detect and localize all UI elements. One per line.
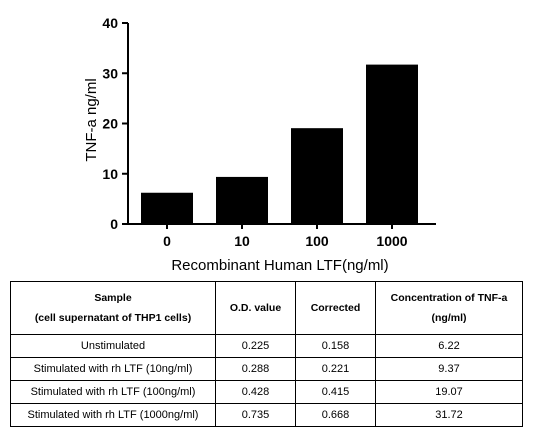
x-tick-label: 100 xyxy=(305,233,329,249)
x-tick-group: 0 10 100 1000 xyxy=(163,224,408,249)
cell-od: 0.288 xyxy=(215,357,296,381)
table-row: Unstimulated 0.225 0.158 6.22 xyxy=(10,334,523,358)
bar-100 xyxy=(291,128,343,224)
header-conc-line1: Concentration of TNF-a xyxy=(390,292,508,304)
cell-sample: Unstimulated xyxy=(10,334,216,358)
header-sample-line1: Sample xyxy=(94,292,132,304)
results-table: Sample (cell supernatant of THP1 cells) … xyxy=(10,281,523,427)
bar-chart: 0 10 20 30 40 0 10 100 1000 TNF-a ng/ml Recombi… xyxy=(83,15,436,274)
cell-concentration: 9.37 xyxy=(375,357,523,381)
x-axis-label: Recombinant Human LTF(ng/ml) xyxy=(171,257,388,274)
cell-sample: Stimulated with rh LTF (1000ng/ml) xyxy=(10,403,216,427)
x-tick-label: 10 xyxy=(234,233,250,249)
cell-concentration: 6.22 xyxy=(375,334,523,358)
bar-0 xyxy=(141,192,193,224)
cell-concentration: 19.07 xyxy=(375,380,523,404)
y-tick-label: 10 xyxy=(102,166,118,182)
bar-10 xyxy=(216,176,268,224)
table-row: Stimulated with rh LTF (100ng/ml) 0.428 … xyxy=(10,380,523,404)
bar-group xyxy=(141,64,418,225)
cell-od: 0.428 xyxy=(215,380,296,404)
cell-od: 0.735 xyxy=(215,403,296,427)
header-corrected: Corrected xyxy=(295,281,376,335)
table-row: Stimulated with rh LTF (1000ng/ml) 0.735… xyxy=(10,403,523,427)
cell-sample: Stimulated with rh LTF (10ng/ml) xyxy=(10,357,216,381)
header-conc-line2: (ng/ml) xyxy=(431,312,467,324)
y-axis-label: TNF-a ng/ml xyxy=(83,78,100,161)
table-header-row: Sample (cell supernatant of THP1 cells) … xyxy=(10,281,523,335)
x-tick-label: 0 xyxy=(163,233,171,249)
bar-1000 xyxy=(366,64,418,225)
cell-corrected: 0.221 xyxy=(295,357,376,381)
y-tick-group: 0 10 20 30 40 xyxy=(102,15,128,232)
cell-corrected: 0.415 xyxy=(295,380,376,404)
cell-sample: Stimulated with rh LTF (100ng/ml) xyxy=(10,380,216,404)
header-sample: Sample (cell supernatant of THP1 cells) xyxy=(10,281,216,335)
x-tick-label: 1000 xyxy=(376,233,407,249)
cell-corrected: 0.668 xyxy=(295,403,376,427)
y-tick-label: 0 xyxy=(110,216,118,232)
y-tick-label: 40 xyxy=(102,15,118,31)
cell-corrected: 0.158 xyxy=(295,334,376,358)
header-concentration: Concentration of TNF-a (ng/ml) xyxy=(375,281,523,335)
y-tick-label: 20 xyxy=(102,116,118,132)
cell-concentration: 31.72 xyxy=(375,403,523,427)
header-od: O.D. value xyxy=(215,281,296,335)
table-row: Stimulated with rh LTF (10ng/ml) 0.288 0… xyxy=(10,357,523,381)
y-tick-label: 30 xyxy=(102,65,118,81)
cell-od: 0.225 xyxy=(215,334,296,358)
header-sample-line2: (cell supernatant of THP1 cells) xyxy=(34,312,192,324)
